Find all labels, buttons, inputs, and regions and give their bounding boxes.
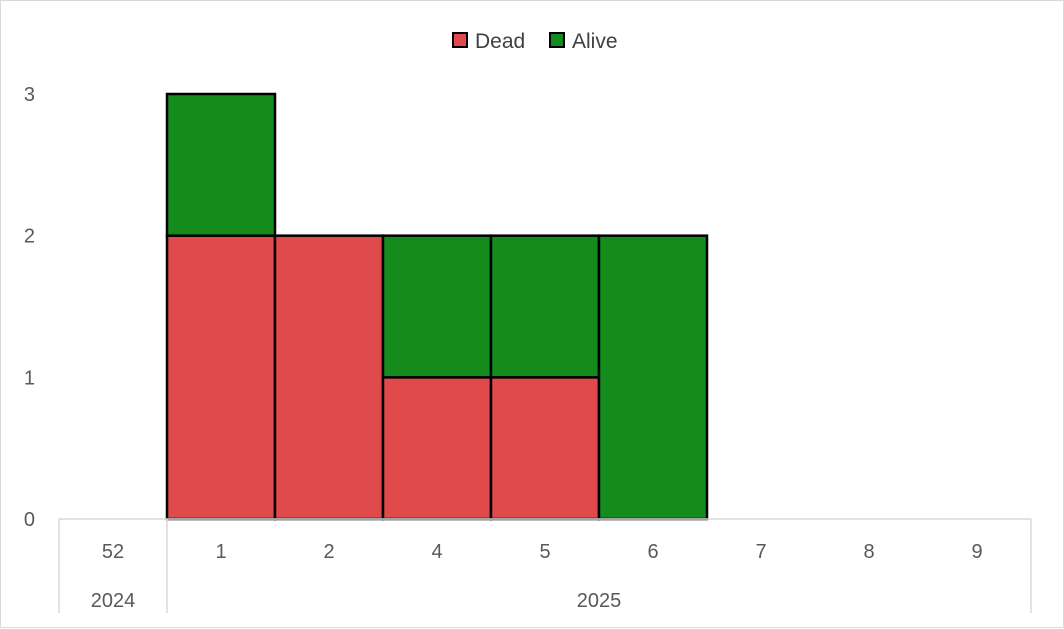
x-group-label: 2025: [577, 590, 622, 612]
bar-alive-5: [489, 234, 601, 379]
y-tick-label: 2: [24, 226, 35, 248]
y-tick-label: 1: [24, 367, 35, 389]
legend-label-dead: Dead: [475, 30, 525, 53]
bar-alive-4: [381, 234, 493, 379]
x-tick-label: 4: [431, 541, 442, 563]
legend-swatch-dead: [452, 32, 468, 48]
legend-label-alive: Alive: [572, 30, 618, 53]
x-tick-label: 5: [539, 541, 550, 563]
legend-swatch-alive: [549, 32, 565, 48]
x-tick-label: 8: [863, 541, 874, 563]
x-tick-label: 2: [323, 541, 334, 563]
bar-alive-6: [597, 234, 709, 521]
x-tick-label: 52: [102, 541, 124, 563]
x-tick-label: 1: [215, 541, 226, 563]
x-tick-label: 7: [755, 541, 766, 563]
x-tick-label: 9: [971, 541, 982, 563]
bar-dead-1: [165, 234, 277, 521]
x-tick-label: 6: [647, 541, 658, 563]
bar-dead-4: [381, 376, 493, 521]
bar-dead-2: [273, 234, 385, 521]
bar-alive-1: [165, 92, 277, 237]
bar-dead-5: [489, 376, 601, 521]
y-tick-label: 3: [24, 84, 35, 106]
x-group-label: 2024: [91, 590, 136, 612]
y-tick-label: 0: [24, 509, 35, 531]
